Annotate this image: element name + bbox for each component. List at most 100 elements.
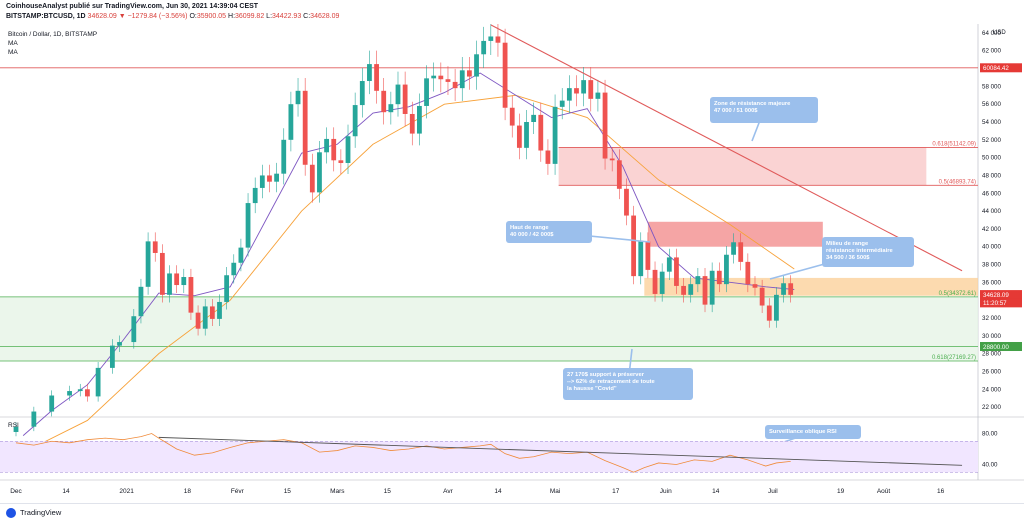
callout-resistance-majeure-text-1: 47 000 / 51 000$ [714,108,758,114]
candle-body [745,261,751,285]
level-label-1: 0.618(51142.09) [932,141,976,147]
publisher-line: CoinhouseAnalyst publié sur TradingView.… [6,3,258,10]
candle-body [367,64,372,82]
candle-body [752,284,758,288]
candle-body [317,152,322,193]
candle-body [788,283,794,295]
price-change: ▼ −1279.84 (−3.56%) [118,13,188,20]
zone-milieu-de-range [644,277,978,296]
candle-body [459,70,465,89]
footer-bar: TradingView [0,503,1024,521]
candle-body [431,75,437,79]
candle-body [666,257,672,272]
y-tick-label: 62 000 [982,48,1001,55]
candle-body [217,301,222,319]
x-tick-label: 14 [494,488,502,495]
y-tick-label: 50 000 [982,155,1001,162]
x-tick-label: 19 [837,488,845,495]
candle-body [645,241,651,270]
candle-body [709,270,715,305]
y-tick-label: 28 000 [982,351,1001,358]
ohlc-line: BITSTAMP:BTCUSD, 1D 34628.09 ▼ −1279.84 … [6,13,339,20]
candle-body [724,254,729,285]
currency-label: USD [993,30,1006,36]
candle-body [488,36,494,41]
y-tick-label: 48 000 [982,172,1001,179]
callout-milieu-de-range-box [822,237,914,267]
price-tag-1 [980,290,1022,300]
candle-body [374,64,379,91]
x-tick-label: Juil [768,488,778,495]
y-tick-label: 30 000 [982,333,1001,340]
candle-body [274,173,280,182]
rsi-line [15,433,791,473]
candle-body [188,277,194,313]
tradingview-logo-icon [6,508,16,518]
callout-support-text-0: 27 170$ support à préserver [567,372,645,378]
x-tick-label: Juin [660,488,672,495]
callout-support-text-2: la hausse "Covid" [567,386,617,392]
y-tick-label: 36 000 [982,279,1001,286]
candle-body [695,276,701,285]
chart-area[interactable]: 0.618(51142.09) 0.5(46893.74) 0.5(34372.61… [0,24,1024,503]
candle-body [167,273,172,295]
x-tick-label: 14 [62,488,70,495]
zone-support-green [0,296,978,362]
publisher-text: CoinhouseAnalyst publié sur TradingView.… [6,3,259,10]
high-label: H: [228,13,236,20]
symbol-text: BITSTAMP:BTCUSD, 1D [6,13,86,20]
legend-ma-2: MA [8,49,18,56]
y-tick-label: 22 000 [982,404,1001,411]
y-tick-label: 46 000 [982,190,1001,197]
x-tick-label: Avr [443,488,453,495]
y-tick-label: 44 000 [982,208,1001,215]
rsi-tick-label: 80.00 [982,431,998,438]
candle-body [77,389,83,392]
candle-body [495,36,501,43]
candle-body [231,262,237,276]
level-label-5: 0.618(27169.27) [932,355,976,361]
candle-body [359,81,365,106]
candle-body [381,90,387,113]
x-tick-label: Mai [550,488,560,495]
candle-body [295,90,301,105]
callout-rsi-box [765,425,861,439]
zone-resistance-majeure [558,147,927,186]
candle-body [481,40,487,55]
candle-body [566,88,572,101]
ma-fast-line [22,72,795,436]
price-tag-2 [980,298,1022,308]
candle-body [224,275,230,302]
candle-body [438,75,444,80]
candle-body [302,90,308,165]
candle-body [85,389,90,397]
candle-body [238,247,244,263]
brand-text: TradingView [20,508,62,517]
y-tick-label: 26 000 [982,368,1001,375]
close-label: C: [303,13,311,20]
candle-body [502,42,508,108]
x-tick-label: Févr [231,488,245,495]
resistance-trendline [490,24,963,272]
x-tick-label: 15 [284,488,292,495]
candle-body [774,294,779,321]
callout-resistance-majeure-text-0: Zone de résistance majeure [714,101,791,107]
callout-haut-de-range-text-0: Haut de range [510,225,549,231]
high-value: 36099.82 [235,13,265,20]
level-label-3: 0.5(34372.61) [939,291,976,297]
candle-body [109,345,115,368]
candle-body [417,105,422,134]
candle-body [331,138,337,161]
legend-title: Bitcoin / Dollar, 1D, BITSTAMP [8,31,98,38]
candle-body [531,114,537,122]
candle-body [281,139,287,174]
rsi-tick-label: 40.00 [982,462,998,469]
candle-body [138,286,144,317]
candle-body [474,54,479,77]
candle-body [145,241,151,287]
candle-body [445,79,451,82]
candle-body [95,367,101,397]
candle-body [345,136,351,163]
x-tick-label: Août [877,488,891,495]
candle-body [181,277,187,286]
